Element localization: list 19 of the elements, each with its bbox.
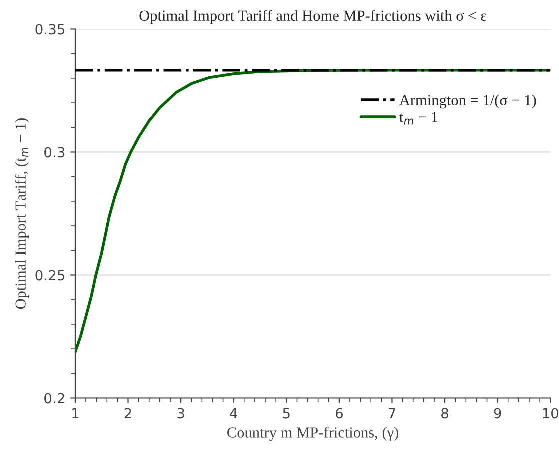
x-axis-title: Country m MP-frictions, (γ) [228, 426, 398, 442]
y-tick-label: 0.2 [44, 393, 64, 404]
legend-label: t$_{m}$ − 1 [400, 112, 438, 125]
x-tick-label: 1 [72, 408, 79, 419]
chart-title: Optimal Import Tariff and Home MP-frictions with σ < ε [140, 10, 487, 24]
x-tick-label: 4 [230, 408, 238, 419]
y-tick-label: 0.25 [36, 270, 65, 281]
y-tick-label: 0.3 [44, 147, 65, 158]
x-tick-label: 5 [283, 408, 290, 419]
x-tick-label: 7 [388, 408, 396, 419]
y-axis-title: Optimal Import Tariff, (t$_{m}$ − 1) [15, 118, 30, 310]
x-tick-label: 9 [494, 408, 502, 419]
x-tick-label: 8 [442, 408, 448, 419]
y-tick-label: 0.35 [36, 24, 65, 35]
legend-label: Armington = 1/(σ − 1) [400, 94, 536, 109]
x-tick-label: 2 [124, 408, 132, 419]
x-tick-label: 10 [543, 408, 559, 419]
x-tick-label: 3 [178, 408, 184, 419]
x-tick-label: 6 [336, 408, 343, 419]
